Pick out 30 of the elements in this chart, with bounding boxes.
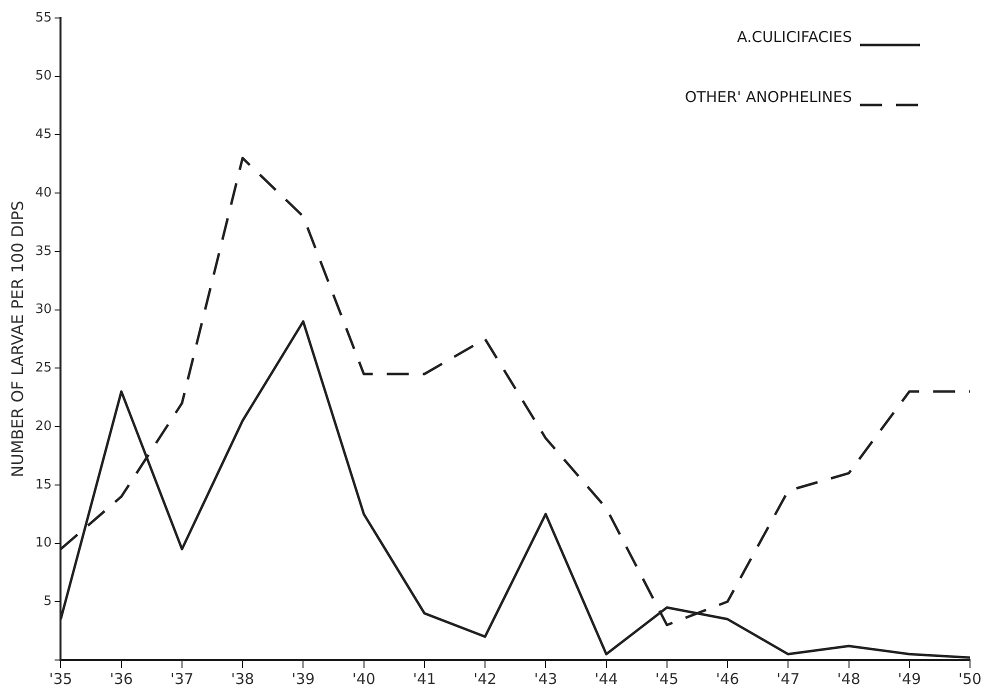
- x-tick-label: '38: [230, 670, 254, 688]
- y-tick-label: 15: [35, 477, 52, 492]
- x-tick-label: '42: [473, 670, 497, 688]
- y-tick-label: 45: [35, 127, 52, 142]
- y-tick-label: 55: [35, 10, 52, 26]
- y-tick-label: 20: [35, 418, 52, 434]
- x-tick-label: '40: [352, 670, 376, 688]
- y-tick-label: 40: [35, 185, 52, 200]
- x-tick-label: '49: [898, 670, 921, 688]
- x-tick-label: '47: [776, 670, 800, 688]
- y-tick-label: 10: [35, 536, 52, 551]
- x-tick-label: '37: [170, 670, 194, 688]
- y-axis-title: NUMBER OF LARVAE PER 100 DIPS: [8, 200, 27, 478]
- x-tick-label: '50: [958, 670, 982, 688]
- x-tick-label: '36: [110, 670, 133, 688]
- x-tick-label: '43: [534, 670, 558, 688]
- y-tick-label: 30: [35, 302, 52, 318]
- x-tick-label: '41: [412, 670, 436, 688]
- x-tick-label: '39: [292, 670, 315, 688]
- y-tick-label: 50: [35, 68, 52, 84]
- x-tick-label: '45: [655, 670, 679, 688]
- x-tick-label: '44: [594, 670, 618, 688]
- y-tick-label: 25: [35, 360, 52, 376]
- x-tick-label: '48: [837, 670, 860, 688]
- legend-label: OTHER' ANOPHELINES: [684, 88, 852, 106]
- y-tick-label: 5: [43, 594, 52, 610]
- y-tick-label: 35: [35, 244, 52, 259]
- x-tick-label: '35: [49, 670, 72, 688]
- legend-label: A.CULICIFACIES: [736, 28, 852, 46]
- x-tick-label: '46: [716, 670, 740, 688]
